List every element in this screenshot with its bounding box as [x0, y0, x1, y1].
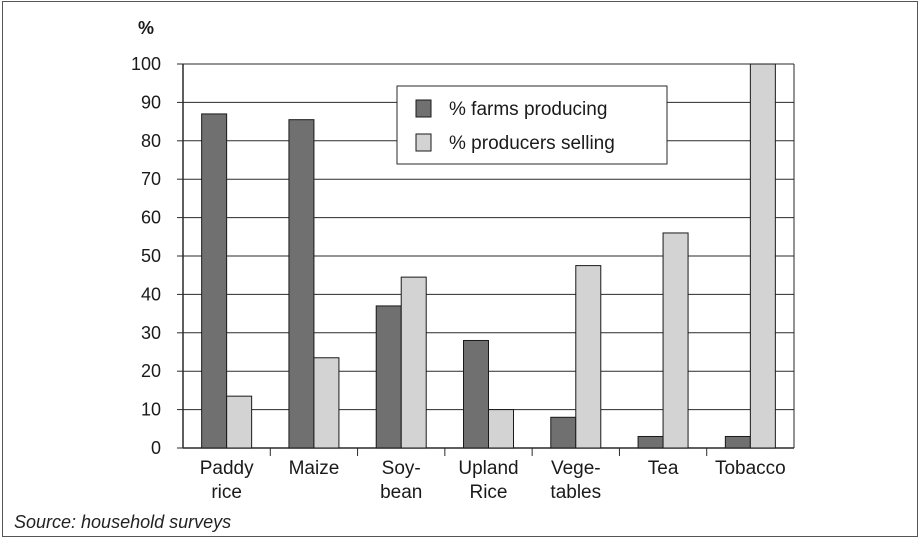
bar-producers-selling: [400, 276, 427, 449]
bar-producers-selling: [313, 357, 340, 449]
x-tick-label: Upland: [458, 458, 518, 479]
bar-farms-producing: [375, 305, 402, 449]
x-tick-label: Tobacco: [715, 458, 786, 479]
legend-label: % farms producing: [449, 99, 607, 120]
x-tick-label: Paddy: [200, 458, 254, 479]
bar-farms-producing: [550, 416, 577, 449]
bar-producers-selling: [662, 232, 689, 449]
bar-producers-selling: [488, 409, 514, 449]
bar-farms-producing: [637, 435, 664, 449]
bar-farms-producing: [201, 113, 228, 449]
bar-farms-producing: [724, 435, 751, 449]
bar-producers-selling: [749, 63, 776, 449]
bar-producers-selling: [226, 395, 253, 449]
y-tick-label: 90: [141, 92, 161, 112]
legend-swatch: [415, 99, 432, 118]
y-tick-label: 30: [141, 323, 161, 343]
y-tick-label: 80: [141, 131, 161, 151]
y-tick-label: 40: [141, 284, 161, 304]
y-tick-label: 0: [151, 438, 161, 458]
x-tick-label: Rice: [469, 482, 507, 503]
legend-swatch: [415, 133, 432, 152]
source-note: Source: household surveys: [14, 512, 232, 532]
x-tick-label: tables: [550, 482, 601, 503]
bar-farms-producing: [288, 119, 315, 449]
x-tick-label: bean: [380, 482, 422, 503]
legend-box: [396, 85, 668, 165]
y-tick-label: 20: [141, 361, 161, 381]
x-tick-label: Tea: [648, 458, 679, 479]
y-axis-label: %: [138, 18, 154, 38]
y-tick-label: 70: [141, 169, 161, 189]
bar-producers-selling: [575, 265, 602, 449]
y-tick-label: 100: [131, 54, 161, 74]
y-tick-label: 10: [141, 400, 161, 420]
x-tick-label: rice: [211, 482, 242, 503]
bar-farms-producing: [463, 339, 489, 449]
x-tick-label: Soy-: [382, 458, 421, 479]
legend-label: % producers selling: [449, 133, 615, 154]
x-tick-label: Vege-: [551, 458, 601, 479]
y-tick-label: 50: [141, 246, 161, 266]
x-tick-label: Maize: [289, 458, 340, 479]
y-tick-label: 60: [141, 208, 161, 228]
